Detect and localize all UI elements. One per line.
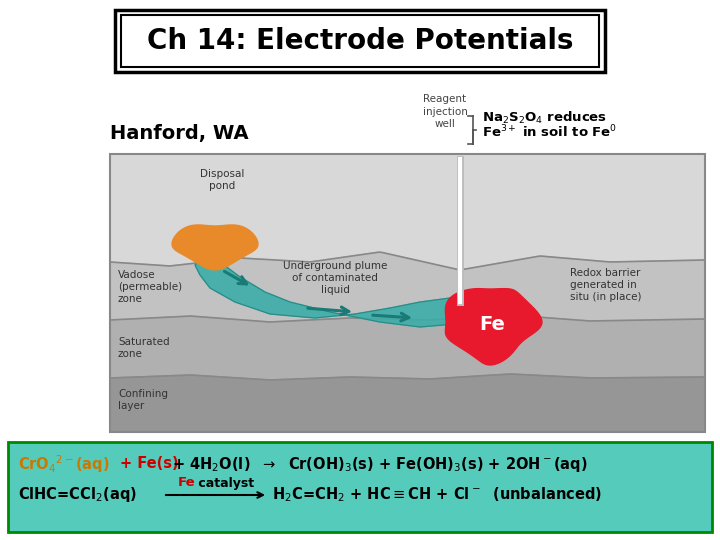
Bar [8, 442, 712, 532]
Text: catalyst: catalyst [194, 476, 254, 489]
Polygon shape [110, 374, 705, 432]
Polygon shape [195, 252, 475, 327]
Text: Confining
layer: Confining layer [118, 389, 168, 411]
Text: Vadose
(permeable)
zone: Vadose (permeable) zone [118, 269, 182, 305]
Text: Fe$^{3+}$ in soil to Fe$^0$: Fe$^{3+}$ in soil to Fe$^0$ [482, 124, 617, 140]
Text: Saturated
zone: Saturated zone [118, 337, 170, 359]
Text: Underground plume
of contaminated
liquid: Underground plume of contaminated liquid [283, 261, 387, 295]
Polygon shape [446, 289, 542, 365]
Text: H$_2$C=CH$_2$ + HC$\equiv$CH + Cl$^-$  (unbalanced): H$_2$C=CH$_2$ + HC$\equiv$CH + Cl$^-$ (u… [272, 485, 602, 504]
Bar [110, 154, 705, 432]
Text: + Fe(s): + Fe(s) [120, 456, 179, 471]
Text: Fe: Fe [479, 315, 505, 334]
Text: CrO$_4$$^{2-}$(aq): CrO$_4$$^{2-}$(aq) [18, 453, 109, 475]
Text: Redox barrier
generated in
situ (in place): Redox barrier generated in situ (in plac… [570, 268, 642, 302]
Text: Reagent
injection
well: Reagent injection well [423, 94, 467, 129]
Polygon shape [110, 315, 705, 380]
Text: Fe: Fe [178, 476, 196, 489]
Bar [115, 10, 605, 72]
Polygon shape [110, 252, 705, 322]
Text: Hanford, WA: Hanford, WA [110, 125, 248, 144]
Bar [121, 15, 599, 67]
Text: Ch 14: Electrode Potentials: Ch 14: Electrode Potentials [147, 27, 573, 55]
Text: Disposal
pond: Disposal pond [200, 169, 244, 191]
Polygon shape [172, 225, 258, 270]
Text: + 4H$_2$O(l)  $\rightarrow$  Cr(OH)$_3$(s) + Fe(OH)$_3$(s) + 2OH$^-$(aq): + 4H$_2$O(l) $\rightarrow$ Cr(OH)$_3$(s)… [172, 455, 588, 474]
Bar [110, 154, 705, 432]
Text: Na$_2$S$_2$O$_4$ reduces: Na$_2$S$_2$O$_4$ reduces [482, 110, 607, 126]
Text: ClHC=CCl$_2$(aq): ClHC=CCl$_2$(aq) [18, 485, 137, 504]
